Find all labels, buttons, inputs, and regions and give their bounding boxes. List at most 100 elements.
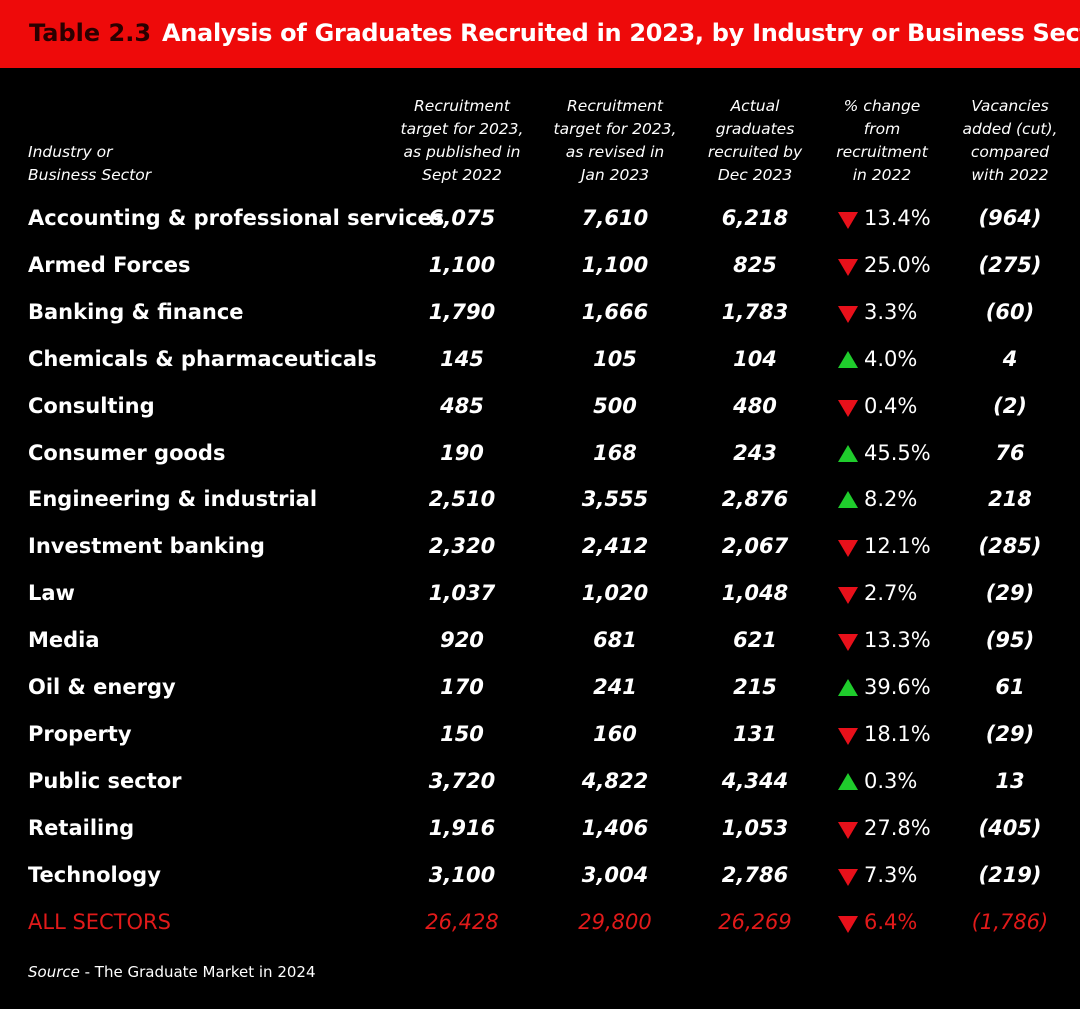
triangle-up-icon — [838, 444, 858, 462]
target-revised-cell: 500 — [593, 393, 637, 418]
target-revised-cell: 1,406 — [581, 815, 649, 840]
header-line: compared — [970, 143, 1050, 161]
table-row: Consulting 485 500 480 (2) 0.4% — [0, 386, 1080, 433]
pct-change-value: 7.3% — [864, 862, 918, 887]
table-row: Banking & finance 1,790 1,666 1,783 (60) 3.3% — [0, 292, 1080, 339]
vacancies-cell: (964) — [978, 206, 1042, 230]
triangle-down-icon — [838, 258, 858, 276]
actual-cell: 104 — [733, 346, 777, 371]
target-published-cell: 3,720 — [428, 768, 496, 793]
vacancies-cell: 4 — [1002, 346, 1018, 371]
table-number: Table 2.3 — [29, 19, 152, 47]
table-row: Investment banking 2,320 2,412 2,067 (285) 12… — [0, 526, 1080, 573]
header-actual: Actual graduates recruited by Dec 2023 — [685, 95, 825, 187]
target-revised-cell: 105 — [593, 346, 637, 371]
triangle-up-icon — [838, 350, 858, 368]
pct-change-value: 12.1% — [864, 534, 931, 559]
actual-cell: 621 — [733, 628, 777, 653]
header-target-revised: Recruitment target for 2023, as revised … — [545, 95, 685, 187]
vacancies-cell: (405) — [978, 815, 1042, 840]
pct-change-value: 0.4% — [864, 393, 918, 418]
vacancies-cell: 218 — [988, 487, 1032, 512]
actual-cell: 2,786 — [721, 862, 789, 887]
pct-change-value: 25.0% — [864, 252, 931, 277]
target-published-cell: 26,428 — [425, 909, 499, 934]
header-line: as published in — [403, 143, 521, 161]
table-row: Technology 3,100 3,004 2,786 (219) 7.3% — [0, 855, 1080, 902]
header-line: Dec 2023 — [717, 166, 793, 184]
sector-cell: Property — [28, 721, 132, 746]
target-published-cell: 170 — [440, 675, 484, 699]
triangle-up-icon — [838, 679, 858, 696]
triangle-down-icon — [838, 915, 858, 933]
target-revised-cell: 7,610 — [581, 206, 649, 230]
vacancies-cell: (275) — [978, 252, 1042, 277]
target-published-cell: 485 — [440, 393, 484, 418]
header-line: % change — [843, 97, 921, 115]
target-revised-cell: 1,100 — [581, 252, 649, 277]
table-row: Accounting & professional services 6,075 7… — [0, 198, 1080, 245]
vacancies-cell: (219) — [978, 862, 1042, 887]
table-row: Engineering & industrial 2,510 3,555 2,876 2… — [0, 479, 1080, 526]
total-row: ALL SECTORS 26,428 29,800 26,269 (1,786) 6.4% — [0, 902, 1080, 949]
triangle-up-icon — [838, 772, 858, 790]
target-published-cell: 150 — [440, 721, 484, 746]
triangle-down-icon — [838, 305, 858, 323]
sector-cell: Retailing — [28, 815, 135, 840]
target-published-cell: 1,790 — [428, 299, 496, 324]
sector-cell: Engineering & industrial — [28, 487, 318, 512]
sector-cell: Media — [28, 628, 100, 653]
pct-change-value: 6.4% — [864, 909, 918, 934]
triangle-down-icon — [838, 727, 858, 745]
header-sector: Industry or Business Sector — [28, 141, 151, 187]
triangle-down-icon — [838, 212, 858, 229]
header-line: in 2022 — [852, 166, 912, 184]
table-row: Public sector 3,720 4,822 4,344 13 0.3% — [0, 761, 1080, 808]
actual-cell: 6,218 — [721, 206, 789, 230]
header-line: Recruitment — [414, 97, 510, 115]
target-published-cell: 1,037 — [428, 581, 496, 606]
pct-change-value: 13.3% — [864, 628, 931, 653]
table-row: Armed Forces 1,100 1,100 825 (275) 25.0% — [0, 245, 1080, 292]
target-revised-cell: 1,020 — [581, 581, 649, 606]
target-revised-cell: 29,800 — [578, 909, 652, 934]
pct-change-value: 2.7% — [864, 581, 918, 606]
actual-cell: 26,269 — [718, 909, 792, 934]
triangle-down-icon — [838, 399, 858, 417]
pct-change-value: 3.3% — [864, 299, 918, 324]
target-revised-cell: 2,412 — [581, 534, 649, 559]
table-row: Chemicals & pharmaceuticals 145 105 104 4 4.0… — [0, 339, 1080, 386]
header-line: Jan 2023 — [580, 166, 650, 184]
target-revised-cell: 160 — [593, 721, 637, 746]
triangle-down-icon — [838, 587, 858, 605]
vacancies-cell: 76 — [995, 440, 1025, 465]
header-line: Recruitment — [567, 97, 663, 115]
header-line: with 2022 — [971, 166, 1049, 184]
actual-cell: 243 — [733, 440, 777, 465]
target-published-cell: 1,916 — [428, 815, 496, 840]
sector-cell: Investment banking — [28, 534, 265, 559]
sector-cell: Public sector — [28, 768, 182, 793]
header-target-published: Recruitment target for 2023, as publishe… — [392, 95, 532, 187]
header-vacancies: Vacancies added (cut), compared with 202… — [940, 95, 1080, 187]
table-row: Consumer goods 190 168 243 76 45.5% — [0, 433, 1080, 480]
header-line: recruitment — [836, 143, 928, 161]
sector-cell: Technology — [28, 862, 161, 887]
target-revised-cell: 4,822 — [581, 768, 649, 793]
pct-change-value: 4.0% — [864, 346, 918, 371]
pct-change-value: 13.4% — [864, 206, 931, 230]
header-line: Actual — [730, 97, 780, 115]
pct-change-value: 18.1% — [864, 721, 931, 746]
source-text: - The Graduate Market in 2024 — [79, 963, 316, 981]
triangle-up-icon — [838, 491, 858, 509]
sector-cell: Chemicals & pharmaceuticals — [28, 346, 377, 371]
sector-cell: Consumer goods — [28, 440, 226, 465]
target-published-cell: 2,320 — [428, 534, 496, 559]
target-published-cell: 3,100 — [428, 862, 496, 887]
sector-cell: Accounting & professional services — [28, 206, 445, 230]
header-line: Industry or — [28, 143, 113, 161]
triangle-down-icon — [838, 634, 858, 652]
target-revised-cell: 168 — [593, 440, 637, 465]
header-line: added (cut), — [962, 120, 1058, 138]
vacancies-cell: 13 — [995, 768, 1025, 793]
